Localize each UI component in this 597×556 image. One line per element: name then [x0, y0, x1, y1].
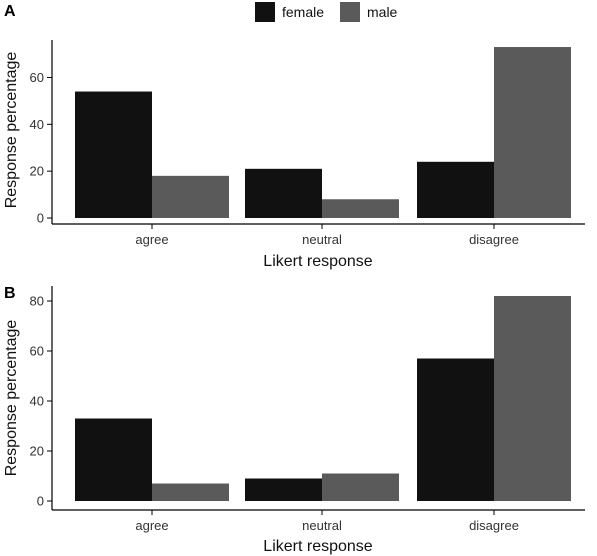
- panel-b-y-tick-label-80: 80: [30, 294, 44, 309]
- panel-a-tag: A: [4, 3, 16, 20]
- legend-label-male: male: [367, 4, 398, 20]
- panel-a-bar-male-disagree: [494, 47, 571, 218]
- panel-b-y-ticks: 0 20 40 60 80: [30, 294, 52, 509]
- legend-swatch-male: [340, 2, 360, 22]
- legend-label-female: female: [282, 4, 324, 20]
- panel-b-x-tick-label-agree: agree: [135, 518, 168, 533]
- panel-b-y-tick-label-40: 40: [30, 394, 44, 409]
- panel-b-bar-female-agree: [75, 418, 152, 501]
- panel-b-y-axis-title: Response percentage: [3, 320, 20, 477]
- panel-a-bar-male-agree: [152, 175, 229, 218]
- panel-a-x-tick-label-neutral: neutral: [302, 232, 342, 247]
- panel-b-tag: B: [4, 285, 16, 302]
- panel-a: A 0 20 40 60 agree neutral disagree Likert re…: [3, 3, 585, 270]
- panel-a-x-tick-label-agree: agree: [135, 232, 168, 247]
- panel-b-x-tick-label-disagree: disagree: [469, 518, 519, 533]
- panel-b: B 0 20 40 60 80 agree neutral disagree Likert …: [3, 285, 585, 555]
- panel-a-bar-male-neutral: [322, 199, 399, 218]
- panel-b-bars: [75, 296, 571, 501]
- panel-b-bar-male-neutral: [322, 473, 399, 501]
- legend: female male: [255, 2, 398, 22]
- panel-a-bar-female-disagree: [417, 161, 494, 218]
- panel-b-y-tick-label-20: 20: [30, 444, 44, 459]
- panel-a-x-tick-label-disagree: disagree: [469, 232, 519, 247]
- panel-a-y-tick-label-0: 0: [37, 211, 44, 226]
- panel-b-y-tick-label-0: 0: [37, 494, 44, 509]
- panel-b-bar-female-neutral: [245, 478, 322, 501]
- panel-a-y-tick-label-20: 20: [30, 164, 44, 179]
- panel-b-x-tick-label-neutral: neutral: [302, 518, 342, 533]
- panel-a-y-ticks: 0 20 40 60: [30, 70, 52, 226]
- panel-a-x-axis-title: Likert response: [263, 253, 372, 270]
- panel-a-x-ticks: agree neutral disagree: [135, 224, 519, 247]
- panel-a-y-axis-title: Response percentage: [3, 52, 20, 209]
- panel-b-x-ticks: agree neutral disagree: [135, 510, 519, 533]
- panel-b-y-tick-label-60: 60: [30, 344, 44, 359]
- panel-a-bars: [75, 47, 571, 218]
- panel-a-y-tick-label-60: 60: [30, 70, 44, 85]
- panel-b-x-axis-title: Likert response: [263, 538, 372, 555]
- panel-a-bar-female-agree: [75, 91, 152, 218]
- panel-b-bar-male-disagree: [494, 296, 571, 501]
- panel-b-bar-male-agree: [152, 483, 229, 501]
- panel-a-y-tick-label-40: 40: [30, 117, 44, 132]
- legend-swatch-female: [255, 2, 275, 22]
- panel-a-bar-female-neutral: [245, 168, 322, 218]
- panel-b-bar-female-disagree: [417, 358, 494, 501]
